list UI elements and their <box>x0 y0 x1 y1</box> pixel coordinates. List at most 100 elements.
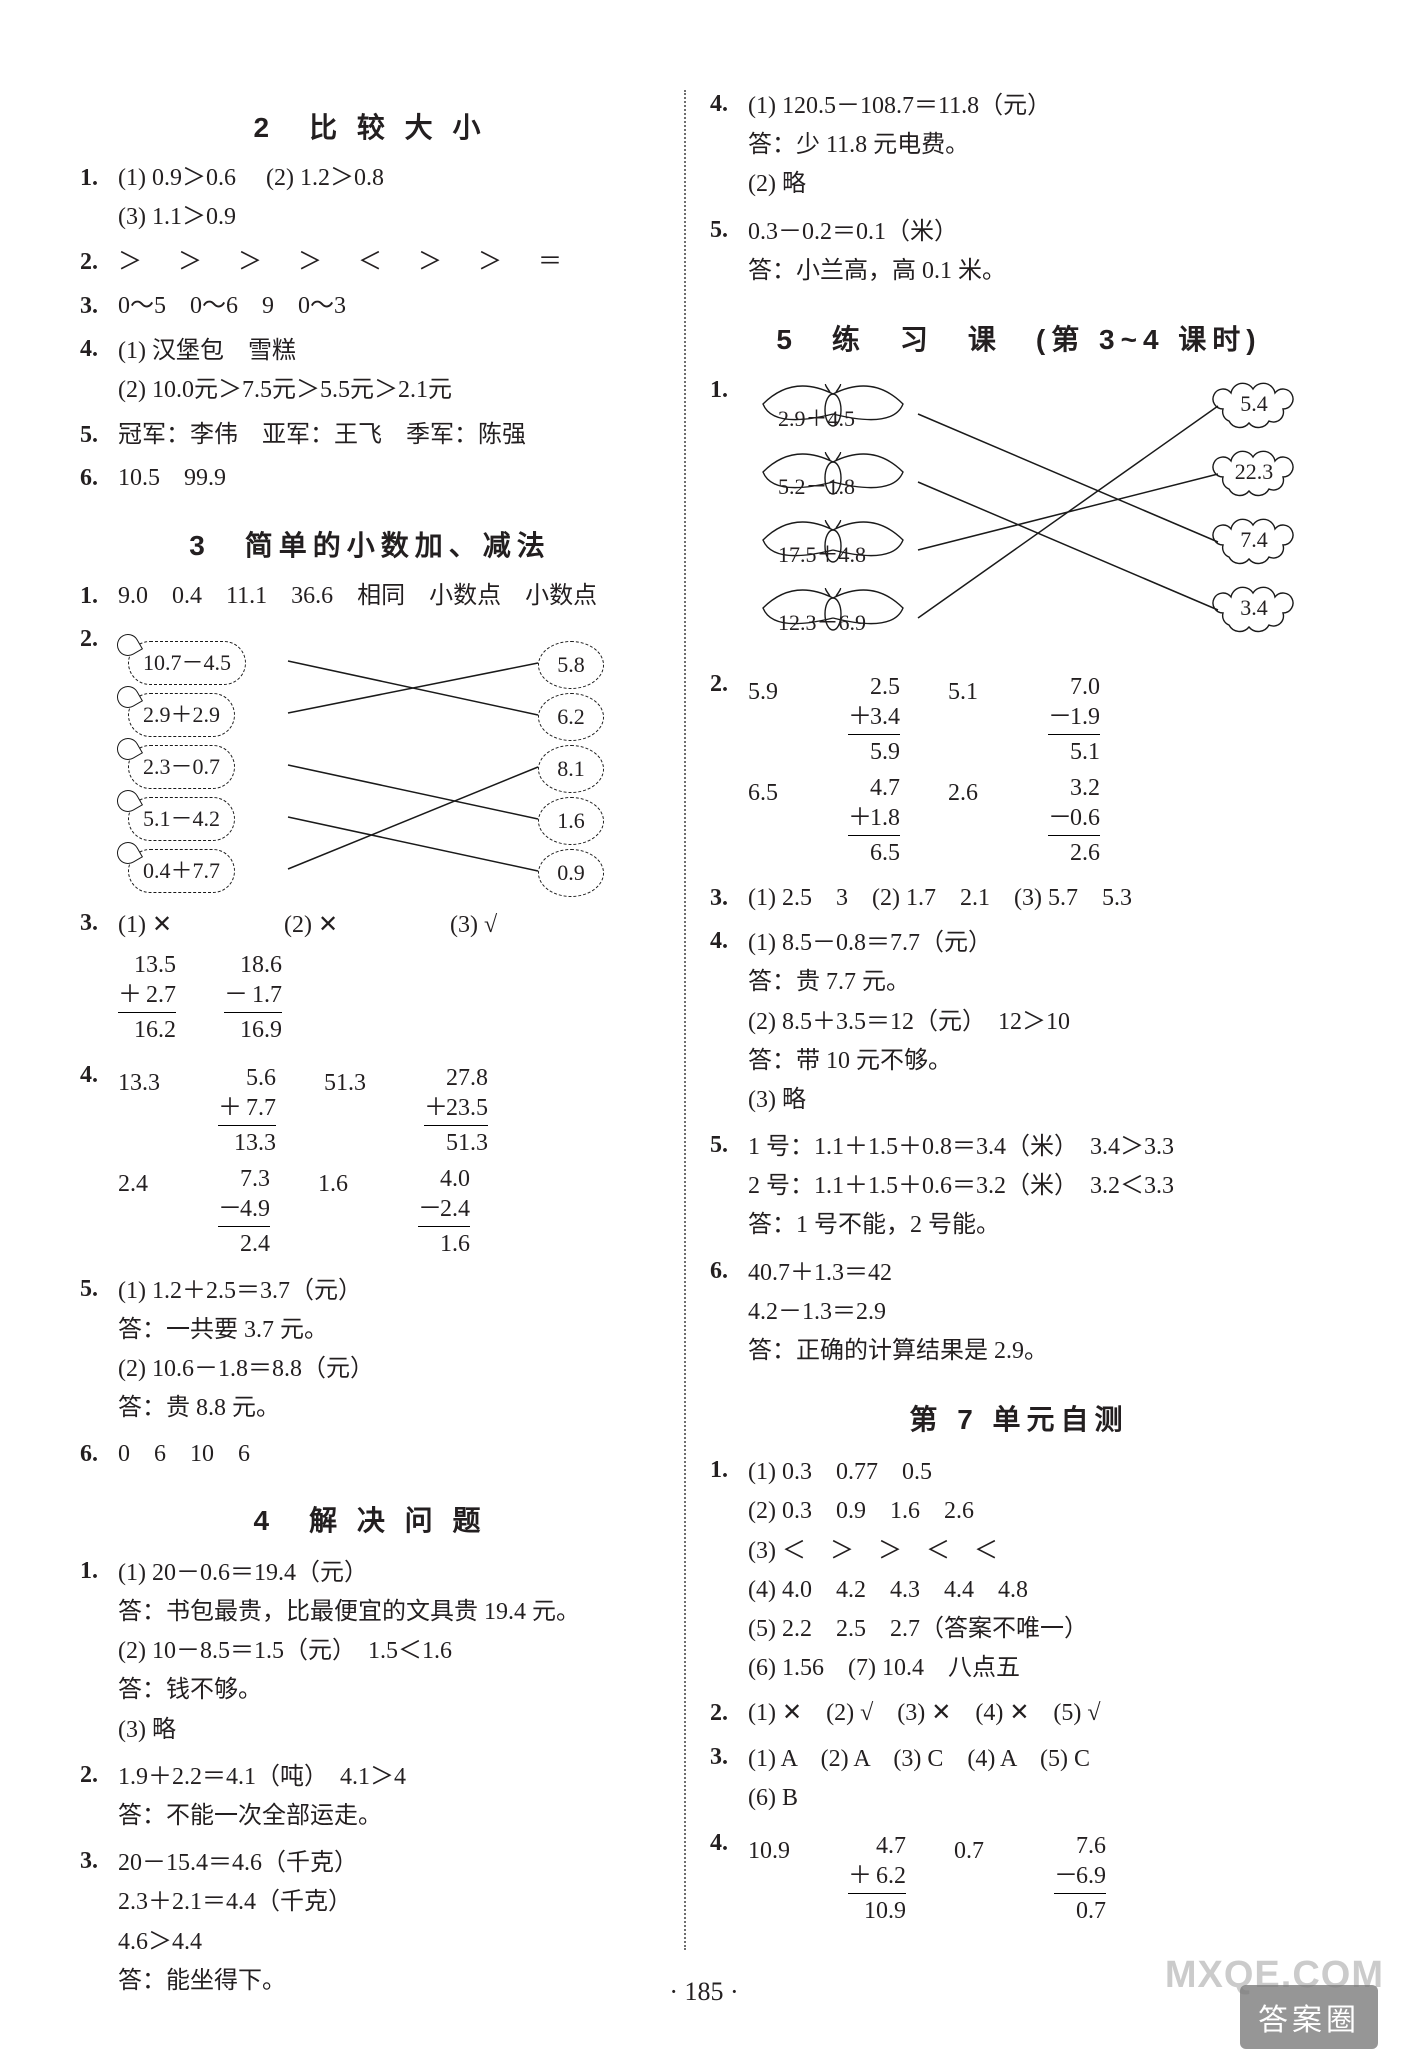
txt: 4.2－1.3＝2.9 <box>748 1294 1328 1331</box>
txt: (1) ✕ <box>118 907 278 944</box>
comparison-symbol: ＝ <box>538 249 562 275</box>
l-s2-q5: 5. (1) 1.2＋2.5＝3.7（元） 答：一共要 3.7 元。 (2) 1… <box>80 1271 660 1430</box>
comparison-symbol: ＞ <box>418 249 442 275</box>
r-s5-q6: 6. 40.7＋1.3＝42 4.2－1.3＝2.9 答：正确的计算结果是 2.… <box>710 1253 1328 1373</box>
butterfly-node: 5.2－1.8 <box>748 452 918 508</box>
txt: 答：正确的计算结果是 2.9。 <box>748 1333 1328 1370</box>
l-s2-q1: 1. 9.0 0.4 11.1 36.6 相同 小数点 小数点 <box>80 578 660 615</box>
l-s2-q2: 2. 10.7－4.52.9＋2.92.3－0.75.1－4.20.4＋7.75… <box>80 621 660 899</box>
arith-lead: 51.3 <box>324 1065 376 1102</box>
match-bubble: 5.8 <box>538 641 604 689</box>
match-bubble: 0.9 <box>538 849 604 897</box>
comparison-symbol: ＞ <box>118 249 142 275</box>
butterfly-node: 17.5＋4.8 <box>748 520 918 576</box>
match-capsule: 10.7－4.5 <box>128 641 246 685</box>
txt: 冠军：李伟 亚军：王飞 季军：陈强 <box>118 417 660 454</box>
cloud-node: 22.3 <box>1218 450 1290 494</box>
column-right: 4. (1) 120.5－108.7＝11.8（元） 答：少 11.8 元电费。… <box>690 80 1348 2065</box>
txt: 答：一共要 3.7 元。 <box>118 1312 660 1349</box>
sec-title-5: 5 练 习 课 (第 3~4 课时) <box>710 318 1328 358</box>
txt: 答：带 10 元不够。 <box>748 1043 1328 1080</box>
vertical-arithmetic: 13.5＋ 2.7 16.2 <box>118 950 176 1045</box>
vertical-arithmetic: 4.7＋1.8 6.5 <box>848 773 900 868</box>
txt: (1) 0.9＞0.6 <box>118 165 236 191</box>
arith-lead: 13.3 <box>118 1065 170 1102</box>
column-left: 2 比 较 大 小 1. (1) 0.9＞0.6 (2) 1.2＞0.8 (3)… <box>60 80 680 2065</box>
butterfly-label: 5.2－1.8 <box>778 470 855 504</box>
cloud-label: 3.4 <box>1240 591 1268 625</box>
txt: (1) ✕ (2) √ (3) ✕ (4) ✕ (5) √ <box>748 1695 1328 1732</box>
arith-lead: 5.9 <box>748 674 800 711</box>
txt: 2.3＋2.1＝4.4（千克） <box>118 1884 660 1921</box>
arith-lead: 5.1 <box>948 674 1000 711</box>
match-bubble: 1.6 <box>538 797 604 845</box>
cloud-node: 5.4 <box>1218 382 1290 426</box>
txt: (3) 略 <box>118 1712 660 1749</box>
txt: 答：1 号不能，2 号能。 <box>748 1207 1328 1244</box>
txt: (1) 20－0.6＝19.4（元） <box>118 1555 660 1592</box>
txt: (1) 2.5 3 (2) 1.7 2.1 (3) 5.7 5.3 <box>748 880 1328 917</box>
r-s5-q4: 4. (1) 8.5－0.8＝7.7（元） 答：贵 7.7 元。 (2) 8.5… <box>710 923 1328 1121</box>
txt: 答：不能一次全部运走。 <box>118 1798 660 1835</box>
vertical-arithmetic: 5.6＋ 7.7 13.3 <box>218 1063 276 1158</box>
r-s5-q5: 5. 1 号：1.1＋1.5＋0.8＝3.4（米） 3.4＞3.3 2 号：1.… <box>710 1127 1328 1247</box>
comparison-symbol: ＞ <box>478 249 502 275</box>
r-s7-q2: 2. (1) ✕ (2) √ (3) ✕ (4) ✕ (5) √ <box>710 1695 1328 1732</box>
cloud-label: 7.4 <box>1240 523 1268 557</box>
txt: 10.5 99.9 <box>118 460 660 497</box>
txt: (4) 4.0 4.2 4.3 4.4 4.8 <box>748 1572 1328 1609</box>
watermark-badge: 答案圈 <box>1240 1985 1378 2049</box>
butterfly-node: 12.3－6.9 <box>748 588 918 644</box>
arith-lead: 1.6 <box>318 1166 370 1203</box>
txt: (5) 2.2 2.5 2.7（答案不唯一） <box>748 1611 1328 1648</box>
txt: 答：钱不够。 <box>118 1672 660 1709</box>
txt: (2) 0.3 0.9 1.6 2.6 <box>748 1493 1328 1530</box>
txt: 答：少 11.8 元电费。 <box>748 127 1328 164</box>
r-pre-q5: 5. 0.3－0.2＝0.1（米） 答：小兰高，高 0.1 米。 <box>710 212 1328 292</box>
txt: 答：书包最贵，比最便宜的文具贵 19.4 元。 <box>118 1594 660 1631</box>
l-s1-q2: 2. ＞＞＞＞＜＞＞＝ <box>80 244 660 281</box>
txt: (1) 8.5－0.8＝7.7（元） <box>748 925 1328 962</box>
txt: (2) 略 <box>748 166 1328 203</box>
txt: (6) 1.56 (7) 10.4 八点五 <box>748 1650 1328 1687</box>
l-s1-q5: 5. 冠军：李伟 亚军：王飞 季军：陈强 <box>80 417 660 454</box>
match-capsule: 2.3－0.7 <box>128 745 235 789</box>
txt: (2) 10－8.5＝1.5（元） 1.5＜1.6 <box>118 1633 660 1670</box>
r-s7-q1: 1. (1) 0.3 0.77 0.5 (2) 0.3 0.9 1.6 2.6 … <box>710 1452 1328 1689</box>
l-s3-q1: 1. (1) 20－0.6＝19.4（元） 答：书包最贵，比最便宜的文具贵 19… <box>80 1553 660 1751</box>
vertical-arithmetic: 4.7＋ 6.2 10.9 <box>848 1831 906 1926</box>
r-pre-q4: 4. (1) 120.5－108.7＝11.8（元） 答：少 11.8 元电费。… <box>710 86 1328 206</box>
txt: (2) 1.2＞0.8 <box>266 165 384 191</box>
arith-lead: 2.6 <box>948 775 1000 812</box>
cloud-node: 7.4 <box>1218 518 1290 562</box>
arith-lead: 6.5 <box>748 775 800 812</box>
txt: 1 号：1.1＋1.5＋0.8＝3.4（米） 3.4＞3.3 <box>748 1129 1328 1166</box>
arith-lead: 2.4 <box>118 1166 170 1203</box>
l-s3-q2: 2. 1.9＋2.2＝4.1（吨） 4.1＞4 答：不能一次全部运走。 <box>80 1757 660 1837</box>
vertical-arithmetic: 7.3－4.9 2.4 <box>218 1164 270 1259</box>
butterfly-label: 12.3－6.9 <box>778 606 866 640</box>
txt: (6) B <box>748 1780 1328 1817</box>
txt: (1) 汉堡包 雪糕 <box>118 333 660 370</box>
vertical-arithmetic: 2.5＋3.4 5.9 <box>848 672 900 767</box>
txt: 答：贵 8.8 元。 <box>118 1390 660 1427</box>
sec-title-2: 2 比 较 大 小 <box>80 106 660 146</box>
txt: (2) 10.0元＞7.5元＞5.5元＞2.1元 <box>118 372 660 409</box>
r-s7-q3: 3. (1) A (2) A (3) C (4) A (5) C (6) B <box>710 1739 1328 1819</box>
l-s1-q4: 4. (1) 汉堡包 雪糕 (2) 10.0元＞7.5元＞5.5元＞2.1元 <box>80 331 660 411</box>
txt: 1.9＋2.2＝4.1（吨） 4.1＞4 <box>118 1759 660 1796</box>
txt: (3) 1.1＞0.9 <box>118 199 660 236</box>
txt: 答：小兰高，高 0.1 米。 <box>748 253 1328 290</box>
txt: (1) 120.5－108.7＝11.8（元） <box>748 88 1328 125</box>
txt: (1) A (2) A (3) C (4) A (5) C <box>748 1741 1328 1778</box>
cloud-node: 3.4 <box>1218 586 1290 630</box>
txt: 0.3－0.2＝0.1（米） <box>748 214 1328 251</box>
txt: 2 号：1.1＋1.5＋0.6＝3.2（米） 3.2＜3.3 <box>748 1168 1328 1205</box>
sec-title-4: 4 解 决 问 题 <box>80 1499 660 1539</box>
arith-lead: 10.9 <box>748 1833 800 1870</box>
txt: (1) 1.2＋2.5＝3.7（元） <box>118 1273 660 1310</box>
vertical-arithmetic: 7.6－6.9 0.7 <box>1054 1831 1106 1926</box>
sec-title-3: 3 简单的小数加、减法 <box>80 524 660 564</box>
txt: (2) 8.5＋3.5＝12（元） 12＞10 <box>748 1004 1328 1041</box>
l-s1-q1: 1. (1) 0.9＞0.6 (2) 1.2＞0.8 (3) 1.1＞0.9 <box>80 160 660 238</box>
